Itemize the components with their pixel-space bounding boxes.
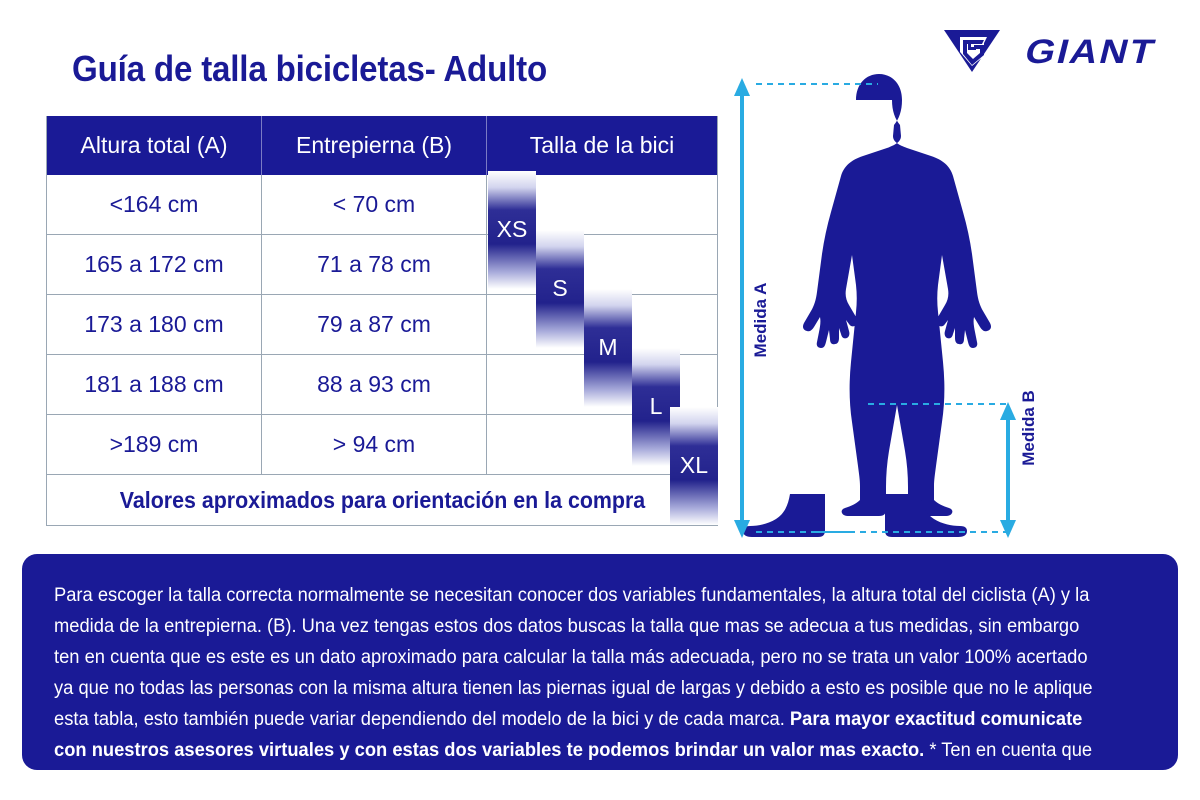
cell-height: <164 cm bbox=[47, 175, 262, 234]
cell-height: >189 cm bbox=[47, 415, 262, 474]
giant-wordmark: GIANT bbox=[1021, 32, 1160, 70]
table-row: <164 cm < 70 cm bbox=[47, 175, 717, 234]
cell-size bbox=[487, 175, 717, 234]
cell-size bbox=[487, 235, 717, 294]
human-silhouette-icon bbox=[743, 74, 991, 537]
note-bold: Para mayor exactitud comunicate con nues… bbox=[54, 709, 1083, 761]
column-header-inseam: Entrepierna (B) bbox=[262, 116, 487, 175]
svg-text:GIANT: GIANT bbox=[1021, 32, 1160, 70]
measurement-diagram bbox=[728, 70, 1058, 540]
cell-size bbox=[487, 295, 717, 354]
table-header-row: Altura total (A) Entrepierna (B) Talla d… bbox=[47, 116, 717, 175]
cell-inseam: 71 a 78 cm bbox=[262, 235, 487, 294]
cell-size bbox=[487, 355, 717, 414]
explanatory-note-box: Para escoger la talla correcta normalmen… bbox=[22, 554, 1178, 792]
table-footer-note: Valores aproximados para orientación en … bbox=[47, 474, 717, 525]
column-header-height: Altura total (A) bbox=[47, 116, 262, 175]
giant-logo: GIANT bbox=[940, 28, 1162, 72]
note-part1: Para escoger la talla correcta normalmen… bbox=[54, 585, 1093, 730]
measure-b-label: Medida B bbox=[1019, 390, 1038, 466]
cell-inseam: > 94 cm bbox=[262, 415, 487, 474]
measure-a-arrow bbox=[734, 78, 750, 538]
column-header-bikesize: Talla de la bici bbox=[529, 132, 675, 158]
table-row: 181 a 188 cm 88 a 93 cm bbox=[47, 354, 717, 414]
cell-size bbox=[487, 415, 717, 474]
table-row: >189 cm > 94 cm bbox=[47, 414, 717, 474]
measure-a-label: Medida A bbox=[751, 282, 770, 358]
explanatory-note-text: Para escoger la talla correcta normalmen… bbox=[54, 580, 1108, 797]
page-title: Guía de talla bicicletas- Adulto bbox=[72, 48, 548, 89]
table-footer-text: Valores aproximados para orientación en … bbox=[119, 486, 645, 513]
cell-height: 165 a 172 cm bbox=[47, 235, 262, 294]
table-body: <164 cm < 70 cm 165 a 172 cm 71 a 78 cm … bbox=[47, 175, 717, 474]
cell-inseam: 79 a 87 cm bbox=[262, 295, 487, 354]
measure-b-arrow bbox=[1000, 402, 1016, 538]
cell-inseam: < 70 cm bbox=[262, 175, 487, 234]
cell-height: 181 a 188 cm bbox=[47, 355, 262, 414]
cell-inseam: 88 a 93 cm bbox=[262, 355, 487, 414]
giant-triangle-mark bbox=[944, 30, 1000, 72]
note-part2: * Ten en cuenta que en bicis de ruta ten… bbox=[54, 740, 1093, 792]
size-table: Altura total (A) Entrepierna (B) Talla d… bbox=[46, 116, 718, 526]
cell-height: 173 a 180 cm bbox=[47, 295, 262, 354]
table-row: 173 a 180 cm 79 a 87 cm bbox=[47, 294, 717, 354]
table-row: 165 a 172 cm 71 a 78 cm bbox=[47, 234, 717, 294]
